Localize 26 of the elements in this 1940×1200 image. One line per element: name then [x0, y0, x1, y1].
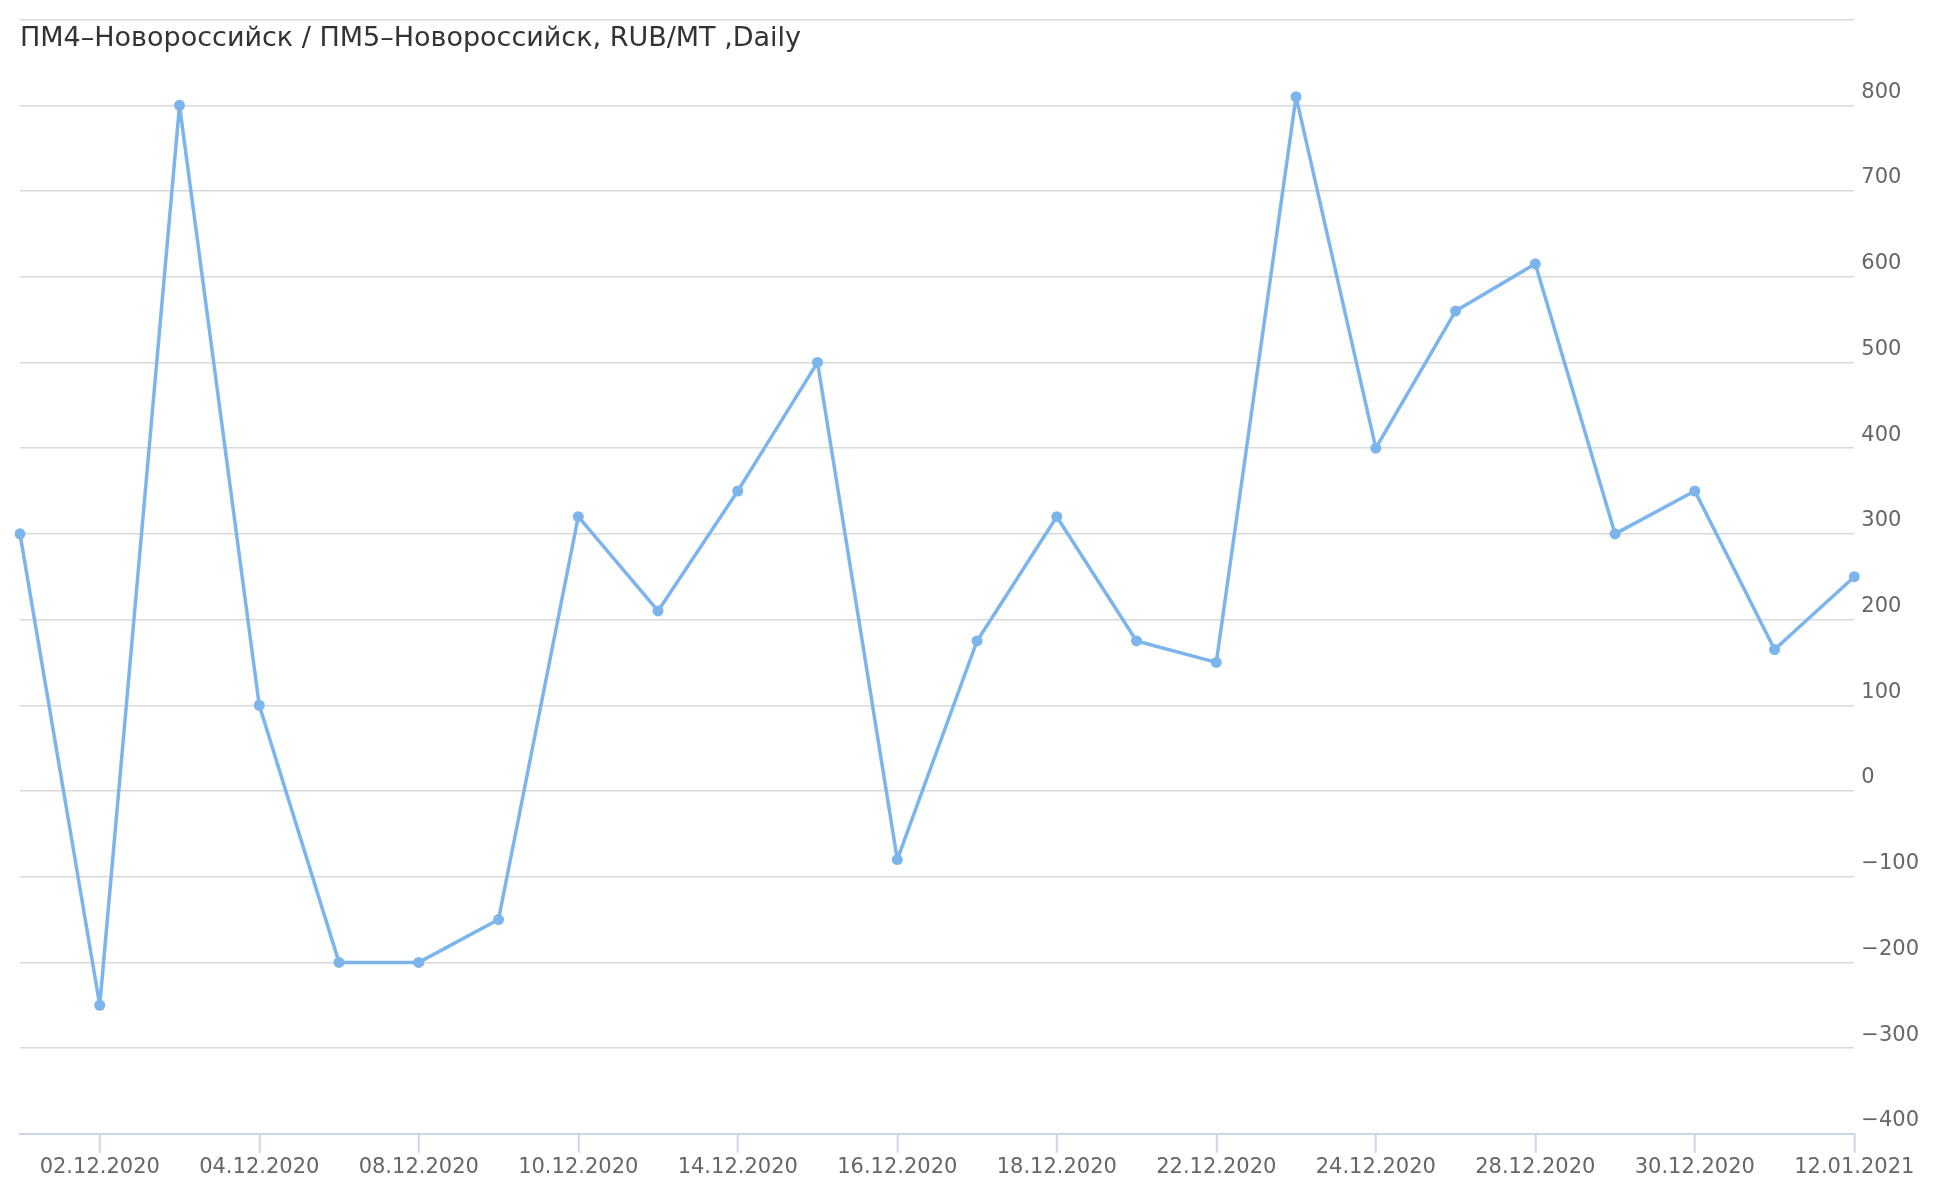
x-tick-label: 04.12.2020 [199, 1153, 320, 1178]
x-tick-label: 24.12.2020 [1315, 1153, 1436, 1178]
chart-title: ПМ4–Новороссийск / ПМ5–Новороссийск, RUB/MT ,Daily [20, 20, 802, 52]
x-tick-label: 08.12.2020 [358, 1153, 479, 1178]
y-tick-label: −200 [1861, 935, 1920, 960]
y-tick-label: −400 [1861, 1107, 1920, 1132]
y-tick-label: −100 [1861, 850, 1920, 875]
x-tick-label: 10.12.2020 [518, 1153, 639, 1178]
y-tick-label: 300 [1861, 507, 1902, 532]
x-tick-label: 14.12.2020 [677, 1153, 798, 1178]
x-tick-label: 02.12.2020 [39, 1153, 160, 1178]
y-tick-label: 800 [1861, 78, 1902, 103]
y-tick-label: 600 [1861, 250, 1902, 275]
x-tick-label: 12.01.2021 [1794, 1153, 1915, 1178]
y-tick-label: 500 [1861, 335, 1902, 360]
x-tick-label: 28.12.2020 [1475, 1153, 1596, 1178]
y-tick-label: 100 [1861, 678, 1902, 703]
x-tick-label: 18.12.2020 [996, 1153, 1117, 1178]
y-tick-label: 200 [1861, 593, 1902, 618]
y-tick-label: 0 [1861, 764, 1875, 789]
y-tick-label: 400 [1861, 421, 1902, 446]
x-tick-label: 16.12.2020 [837, 1153, 958, 1178]
y-tick-label: 700 [1861, 164, 1902, 189]
x-tick-label: 22.12.2020 [1156, 1153, 1277, 1178]
y-tick-label: −300 [1861, 1021, 1920, 1046]
x-tick-label: 30.12.2020 [1634, 1153, 1755, 1178]
